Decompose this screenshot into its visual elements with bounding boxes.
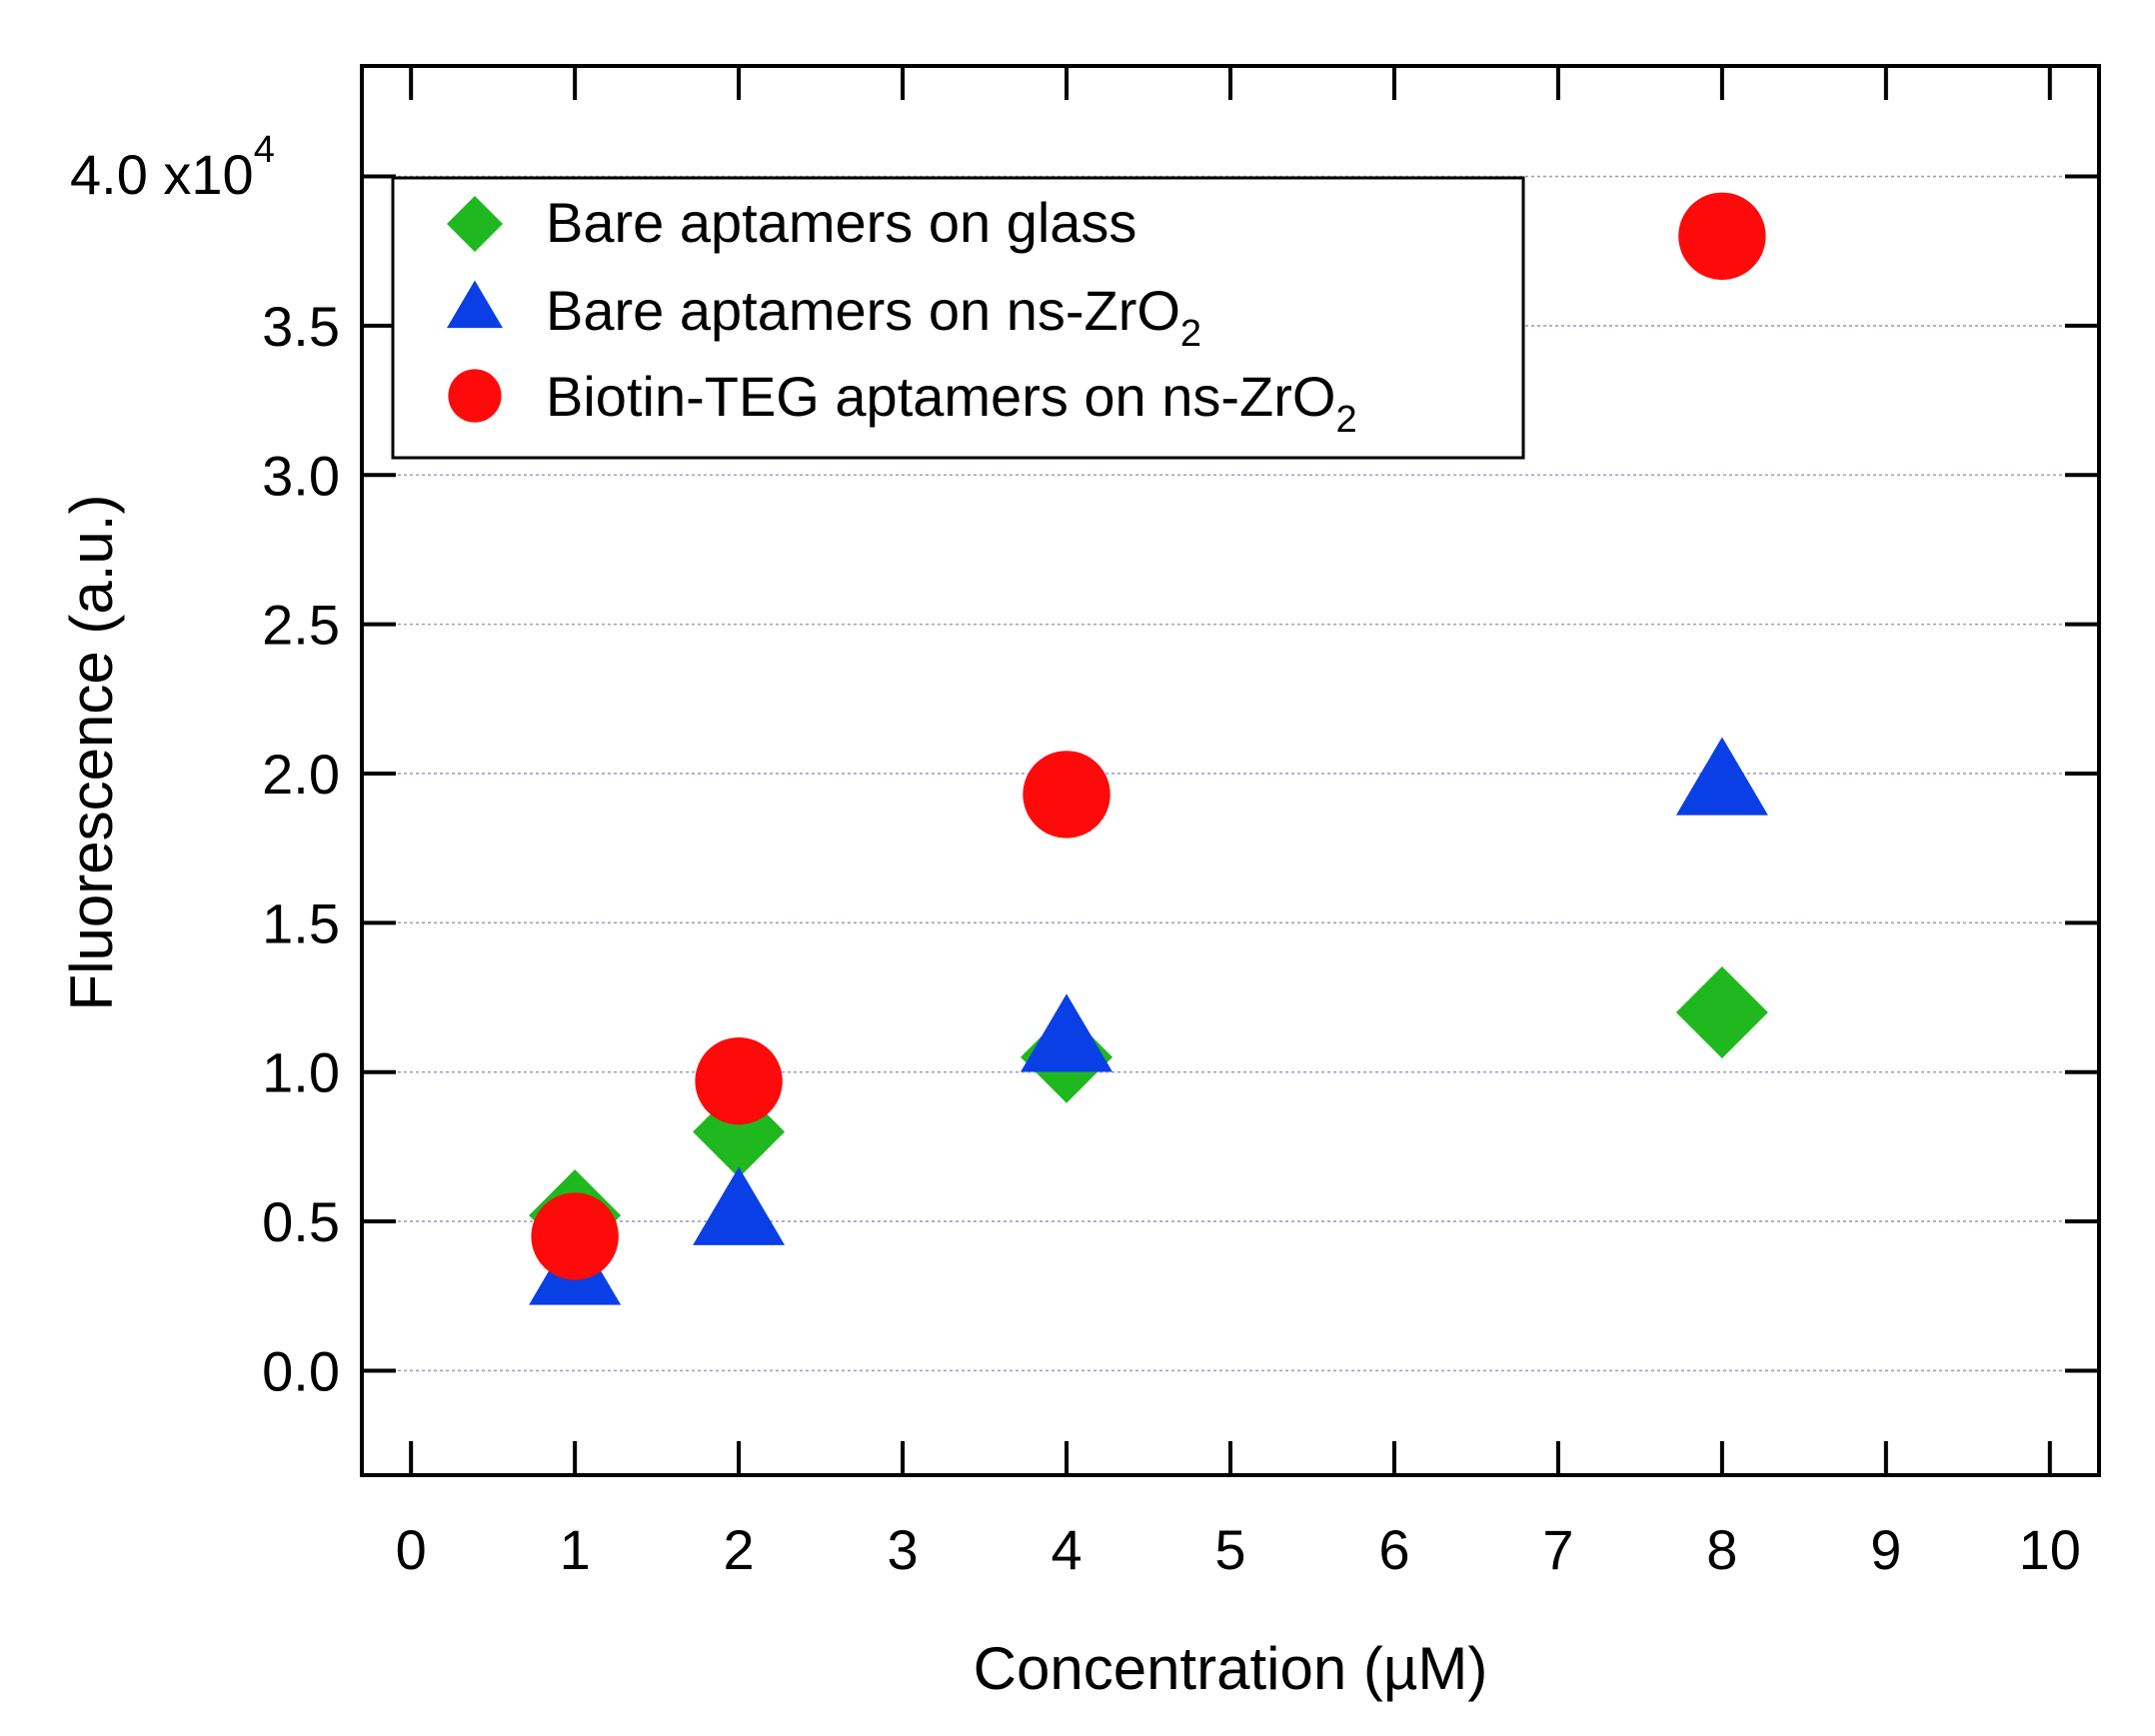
x-tick-label: 4 <box>1051 1518 1081 1581</box>
point-biotin-zro2 <box>531 1192 619 1280</box>
legend-marker-zro2 <box>447 280 503 329</box>
y-tick-label: 3.0 <box>262 444 340 507</box>
x-tick-label: 9 <box>1870 1518 1901 1581</box>
y-tick-labels: 4.0 x104 0.0 0.5 1.0 1.5 2.0 2.5 3.0 3.5 <box>70 129 340 1402</box>
legend-label-glass: Bare aptamers on glass <box>546 191 1136 254</box>
y-tick-label: 3.5 <box>262 295 340 358</box>
point-bare-glass <box>1675 965 1768 1058</box>
x-tick-label: 5 <box>1214 1518 1245 1581</box>
y-top-tick-label: 4.0 x104 <box>70 129 275 206</box>
point-biotin-zro2 <box>1023 751 1110 839</box>
y-tick-label: 1.0 <box>262 1041 340 1104</box>
x-tick-label: 10 <box>2019 1518 2081 1581</box>
x-axis-title: Concentration (µM) <box>974 1635 1488 1702</box>
point-bare-zro2 <box>1675 737 1768 816</box>
x-tick-label: 0 <box>396 1518 427 1581</box>
point-biotin-zro2 <box>695 1036 783 1125</box>
axis-ticks <box>362 66 2099 1475</box>
legend-marker-glass <box>447 196 503 252</box>
y-axis-title: Fluorescence (a.u.) <box>58 495 125 1011</box>
x-tick-label: 6 <box>1378 1518 1409 1581</box>
legend: Bare aptamers on glass Bare aptamers on … <box>391 176 1525 460</box>
legend-label-biotin: Biotin-TEG aptamers on ns-ZrO2 <box>546 365 1357 441</box>
x-tick-label: 3 <box>887 1518 918 1581</box>
y-tick-label: 2.5 <box>262 594 340 657</box>
point-biotin-zro2 <box>1678 192 1766 280</box>
y-tick-label: 1.5 <box>262 891 340 954</box>
data-points <box>529 192 1768 1305</box>
legend-marker-biotin <box>448 369 502 423</box>
legend-box <box>391 176 1525 460</box>
legend-label-zro2: Bare aptamers on ns-ZrO2 <box>546 279 1201 355</box>
x-tick-label: 8 <box>1706 1518 1737 1581</box>
x-tick-label: 2 <box>724 1518 755 1581</box>
legend-markers <box>447 196 503 423</box>
y-tick-label: 2.0 <box>262 743 340 806</box>
x-tick-label: 1 <box>560 1518 591 1581</box>
x-tick-label: 7 <box>1542 1518 1573 1581</box>
y-tick-label: 0.0 <box>262 1339 340 1402</box>
point-bare-zro2 <box>693 1166 786 1245</box>
y-tick-label: 0.5 <box>262 1190 340 1253</box>
point-bare-zro2 <box>1021 993 1113 1072</box>
x-tick-labels: 0 1 2 3 4 5 6 7 8 9 10 <box>396 1518 2081 1581</box>
